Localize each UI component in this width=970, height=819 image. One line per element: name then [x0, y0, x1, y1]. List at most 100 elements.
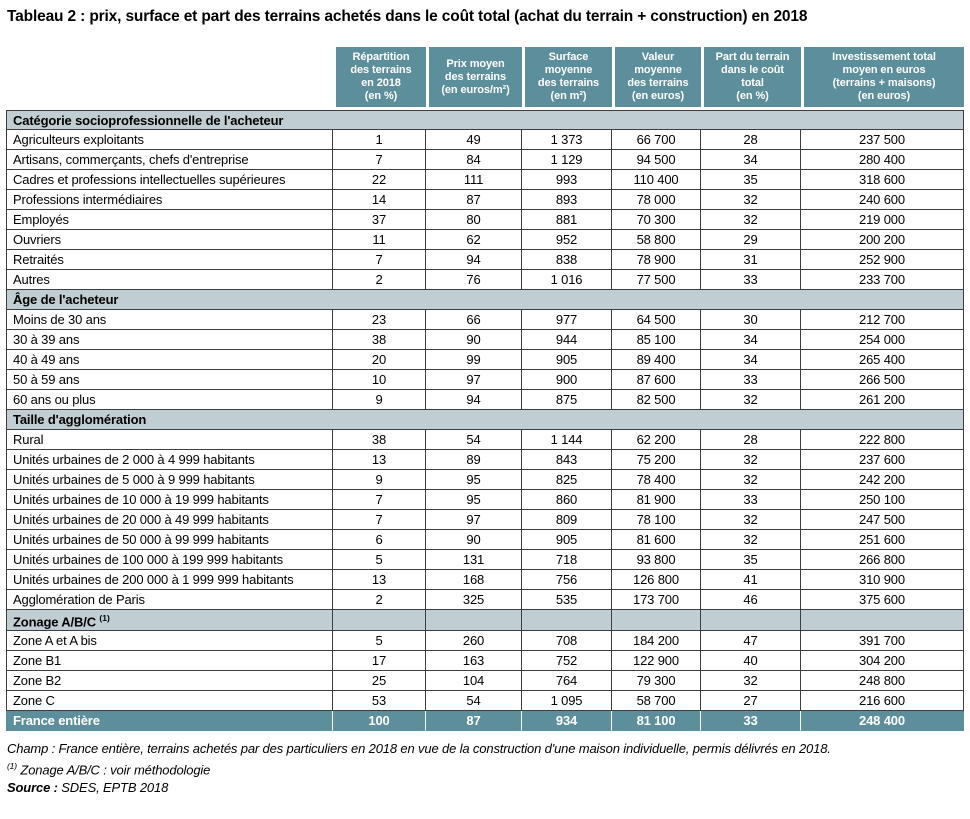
- cell-value: 79 300: [612, 671, 701, 692]
- cell-value: 27: [701, 691, 801, 712]
- row-label: Retraités: [6, 250, 333, 270]
- section-empty-cell: [801, 610, 964, 632]
- row-label: Moins de 30 ans: [6, 310, 333, 330]
- cell-value: 84: [426, 150, 522, 170]
- cell-value: 28: [701, 130, 801, 150]
- table-row: Cadres et professions intellectuelles su…: [6, 170, 964, 190]
- total-value: 87: [426, 711, 522, 732]
- cell-value: 977: [522, 310, 612, 330]
- cell-value: 875: [522, 390, 612, 410]
- cell-value: 126 800: [612, 570, 701, 590]
- cell-value: 1 373: [522, 130, 612, 150]
- cell-value: 1: [333, 130, 426, 150]
- table-row: Professions intermédiaires 14 87 893 78 000 3…: [6, 190, 964, 210]
- cell-value: 168: [426, 570, 522, 590]
- table-row: Rural 38 54 1 144 62 200 28 222 800: [6, 430, 964, 450]
- cell-value: 260: [426, 631, 522, 652]
- cell-value: 95: [426, 490, 522, 510]
- cell-value: 266 500: [801, 370, 964, 390]
- cell-value: 173 700: [612, 590, 701, 610]
- cell-value: 17: [333, 651, 426, 672]
- cell-value: 66 700: [612, 130, 701, 150]
- footnotes: Champ : France entière, terrains achetés…: [7, 740, 964, 796]
- cell-value: 32: [701, 190, 801, 210]
- cell-value: 97: [426, 370, 522, 390]
- cell-value: 33: [701, 490, 801, 510]
- row-label: 40 à 49 ans: [6, 350, 333, 370]
- table-row: Autres 2 76 1 016 77 500 33 233 700: [6, 270, 964, 290]
- cell-value: 310 900: [801, 570, 964, 590]
- cell-value: 7: [333, 150, 426, 170]
- row-label: 30 à 39 ans: [6, 330, 333, 350]
- column-header-2: Prix moyen des terrains (en euros/m²): [426, 47, 522, 110]
- cell-value: 944: [522, 330, 612, 350]
- table-title: Tableau 2 : prix, surface et part des te…: [7, 8, 808, 25]
- cell-value: 375 600: [801, 590, 964, 610]
- cell-value: 93 800: [612, 550, 701, 570]
- header-row: Répartition des terrains en 2018 (en %) P…: [6, 47, 964, 110]
- total-value: 33: [701, 711, 801, 732]
- cell-value: 35: [701, 550, 801, 570]
- cell-value: 325: [426, 590, 522, 610]
- section-empty-cell: [701, 610, 801, 632]
- cell-value: 41: [701, 570, 801, 590]
- row-label: Unités urbaines de 100 000 à 199 999 hab…: [6, 550, 333, 570]
- row-label: Agglomération de Paris: [6, 590, 333, 610]
- statistics-table: Répartition des terrains en 2018 (en %) P…: [6, 47, 964, 732]
- row-label: Zone B1: [6, 651, 333, 672]
- table-row: Unités urbaines de 100 000 à 199 999 hab…: [6, 550, 964, 570]
- column-header-3: Surface moyenne des terrains (en m²): [522, 47, 612, 110]
- cell-value: 1 016: [522, 270, 612, 290]
- cell-value: 756: [522, 570, 612, 590]
- cell-value: 825: [522, 470, 612, 490]
- cell-value: 75 200: [612, 450, 701, 470]
- cell-value: 2: [333, 270, 426, 290]
- column-header-5: Part du terrain dans le coût total (en %…: [701, 47, 801, 110]
- cell-value: 2: [333, 590, 426, 610]
- cell-value: 80: [426, 210, 522, 230]
- cell-value: 46: [701, 590, 801, 610]
- cell-value: 122 900: [612, 651, 701, 672]
- table-row: Unités urbaines de 5 000 à 9 999 habitan…: [6, 470, 964, 490]
- cell-value: 905: [522, 350, 612, 370]
- row-label: Zone B2: [6, 671, 333, 692]
- section-label: Taille d'agglomération: [6, 410, 964, 430]
- cell-value: 54: [426, 430, 522, 450]
- table-row: 60 ans ou plus 9 94 875 82 500 32 261 200: [6, 390, 964, 410]
- table-row: 30 à 39 ans 38 90 944 85 100 34 254 000: [6, 330, 964, 350]
- cell-value: 838: [522, 250, 612, 270]
- row-label: 50 à 59 ans: [6, 370, 333, 390]
- row-label: 60 ans ou plus: [6, 390, 333, 410]
- cell-value: 237 600: [801, 450, 964, 470]
- cell-value: 99: [426, 350, 522, 370]
- cell-value: 90: [426, 530, 522, 550]
- cell-value: 391 700: [801, 631, 964, 652]
- cell-value: 219 000: [801, 210, 964, 230]
- cell-value: 104: [426, 671, 522, 692]
- footnote-zonage-text: Zonage A/B/C : voir méthodologie: [16, 762, 211, 778]
- column-header-6: Investissement total moyen en euros (ter…: [801, 47, 964, 110]
- cell-value: 33: [701, 370, 801, 390]
- cell-value: 97: [426, 510, 522, 530]
- cell-value: 23: [333, 310, 426, 330]
- cell-value: 62 200: [612, 430, 701, 450]
- cell-value: 184 200: [612, 631, 701, 652]
- cell-value: 304 200: [801, 651, 964, 672]
- cell-value: 251 600: [801, 530, 964, 550]
- cell-value: 66: [426, 310, 522, 330]
- footnote-zonage-sup: (1): [7, 760, 17, 771]
- cell-value: 993: [522, 170, 612, 190]
- source-text: SDES, EPTB 2018: [57, 779, 169, 795]
- column-header-4: Valeur moyenne des terrains (en euros): [612, 47, 701, 110]
- cell-value: 163: [426, 651, 522, 672]
- cell-value: 62: [426, 230, 522, 250]
- cell-value: 11: [333, 230, 426, 250]
- table-body: Catégorie socioprofessionnelle de l'ache…: [6, 110, 964, 732]
- section-header-row: Taille d'agglomération: [6, 410, 964, 430]
- cell-value: 76: [426, 270, 522, 290]
- cell-value: 94: [426, 390, 522, 410]
- row-label: Agriculteurs exploitants: [6, 130, 333, 150]
- cell-value: 200 200: [801, 230, 964, 250]
- cell-value: 6: [333, 530, 426, 550]
- row-label: Ouvriers: [6, 230, 333, 250]
